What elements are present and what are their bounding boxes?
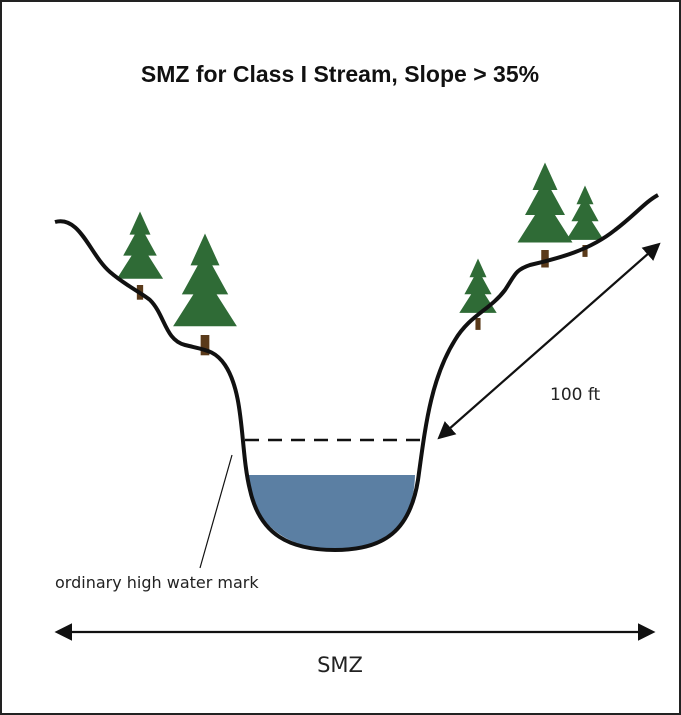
distance-arrow (437, 242, 661, 440)
pointer-line (199, 454, 233, 569)
water-mark-label: ordinary high water mark (55, 573, 259, 592)
water (248, 475, 415, 550)
zone-label: SMZ (317, 653, 363, 677)
distance-label: 100 ft (550, 385, 601, 405)
title: SMZ for Class I Stream, Slope > 35% (141, 61, 539, 87)
